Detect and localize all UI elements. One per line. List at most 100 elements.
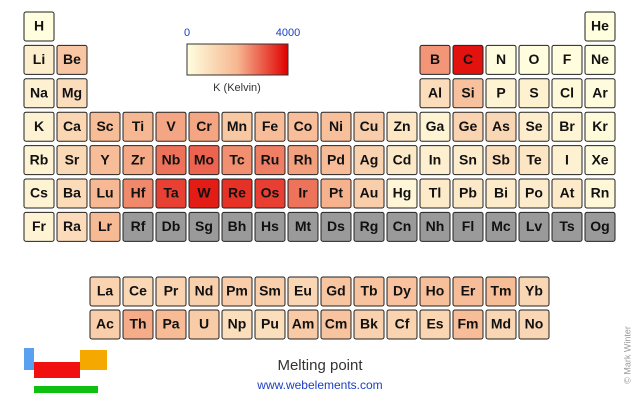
element-symbol: Br [559,118,575,134]
element-cell [23,111,55,142]
element-cell [221,145,253,176]
element-symbol: K [34,118,44,134]
icon-p-block [80,350,107,370]
element-symbol: Og [590,218,609,234]
element-cell [551,78,583,109]
element-symbol: Hf [131,185,146,201]
element-cell [56,178,88,209]
colorbar-tick-label: 4000 [276,27,300,39]
element-cell [188,178,220,209]
element-cell [386,211,418,242]
element-cell [188,211,220,242]
element-cell [56,145,88,176]
element-symbol: Ta [163,185,179,201]
colorbar [186,43,289,76]
element-cell [518,145,550,176]
element-symbol: Md [491,316,511,332]
website-link[interactable]: www.webelements.com [256,378,382,392]
chart-title: Melting point [277,357,363,374]
element-symbol: Sb [492,151,510,167]
element-cell [551,211,583,242]
element-cell [89,111,121,142]
element-symbol: Lr [98,218,113,234]
element-symbol: Li [33,51,45,67]
element-cell [419,111,451,142]
element-cell [221,309,253,340]
element-cell [485,111,517,142]
element-cell [254,178,286,209]
element-symbol: Tb [360,283,377,299]
element-cell [452,78,484,109]
element-symbol: Be [63,51,81,67]
element-cell [89,276,121,307]
icon-f-block [34,386,98,393]
element-symbol: Er [461,283,476,299]
element-symbol: Dy [393,283,411,299]
element-symbol: B [430,51,440,67]
element-cell [485,276,517,307]
element-symbol: Zr [131,151,146,167]
element-symbol: Cs [30,185,48,201]
element-symbol: Eu [294,283,312,299]
element-cell [188,276,220,307]
element-cell [452,276,484,307]
element-cell [518,111,550,142]
element-symbol: Mo [194,151,214,167]
element-symbol: Pd [327,151,345,167]
element-cell [584,78,616,109]
element-cell [551,178,583,209]
element-symbol: Y [100,151,110,167]
element-cell [188,309,220,340]
element-cell [485,309,517,340]
icon-d-block [34,362,80,378]
element-cell [386,145,418,176]
element-symbol: Au [360,185,379,201]
element-cell [320,111,352,142]
element-cell [485,211,517,242]
element-cell [23,44,55,75]
element-cell [122,309,154,340]
element-cell [23,78,55,109]
element-symbol: Os [261,185,280,201]
element-symbol: Mc [491,218,511,234]
element-cell [551,44,583,75]
element-cell [287,145,319,176]
element-cell [485,78,517,109]
mini-table-icon [24,348,107,393]
element-cell [320,145,352,176]
element-symbol: Cu [360,118,379,134]
element-cell [122,276,154,307]
element-symbol: Am [292,316,315,332]
element-symbol: As [492,118,510,134]
element-symbol: Pr [164,283,179,299]
element-symbol: Te [526,151,542,167]
element-cell [452,178,484,209]
element-symbol: Fl [462,218,474,234]
element-cell [155,211,187,242]
element-cell [287,211,319,242]
element-symbol: Gd [326,283,345,299]
element-symbol: Fm [458,316,479,332]
element-cell [452,44,484,75]
element-symbol: Db [162,218,181,234]
element-symbol: Ga [426,118,445,134]
element-cell [23,145,55,176]
element-cell [320,178,352,209]
element-symbol: Ge [459,118,478,134]
element-symbol: At [560,185,575,201]
element-cell [485,178,517,209]
element-cell [584,211,616,242]
element-symbol: Cn [393,218,412,234]
element-symbol: Rg [360,218,379,234]
element-symbol: Lu [96,185,113,201]
element-symbol: Tm [491,283,512,299]
element-cell [122,145,154,176]
element-cell [56,211,88,242]
element-cell [353,111,385,142]
element-symbol: Pa [162,316,179,332]
element-cell [254,145,286,176]
element-symbol: Bi [494,185,508,201]
element-symbol: Bh [228,218,247,234]
element-cell [518,309,550,340]
